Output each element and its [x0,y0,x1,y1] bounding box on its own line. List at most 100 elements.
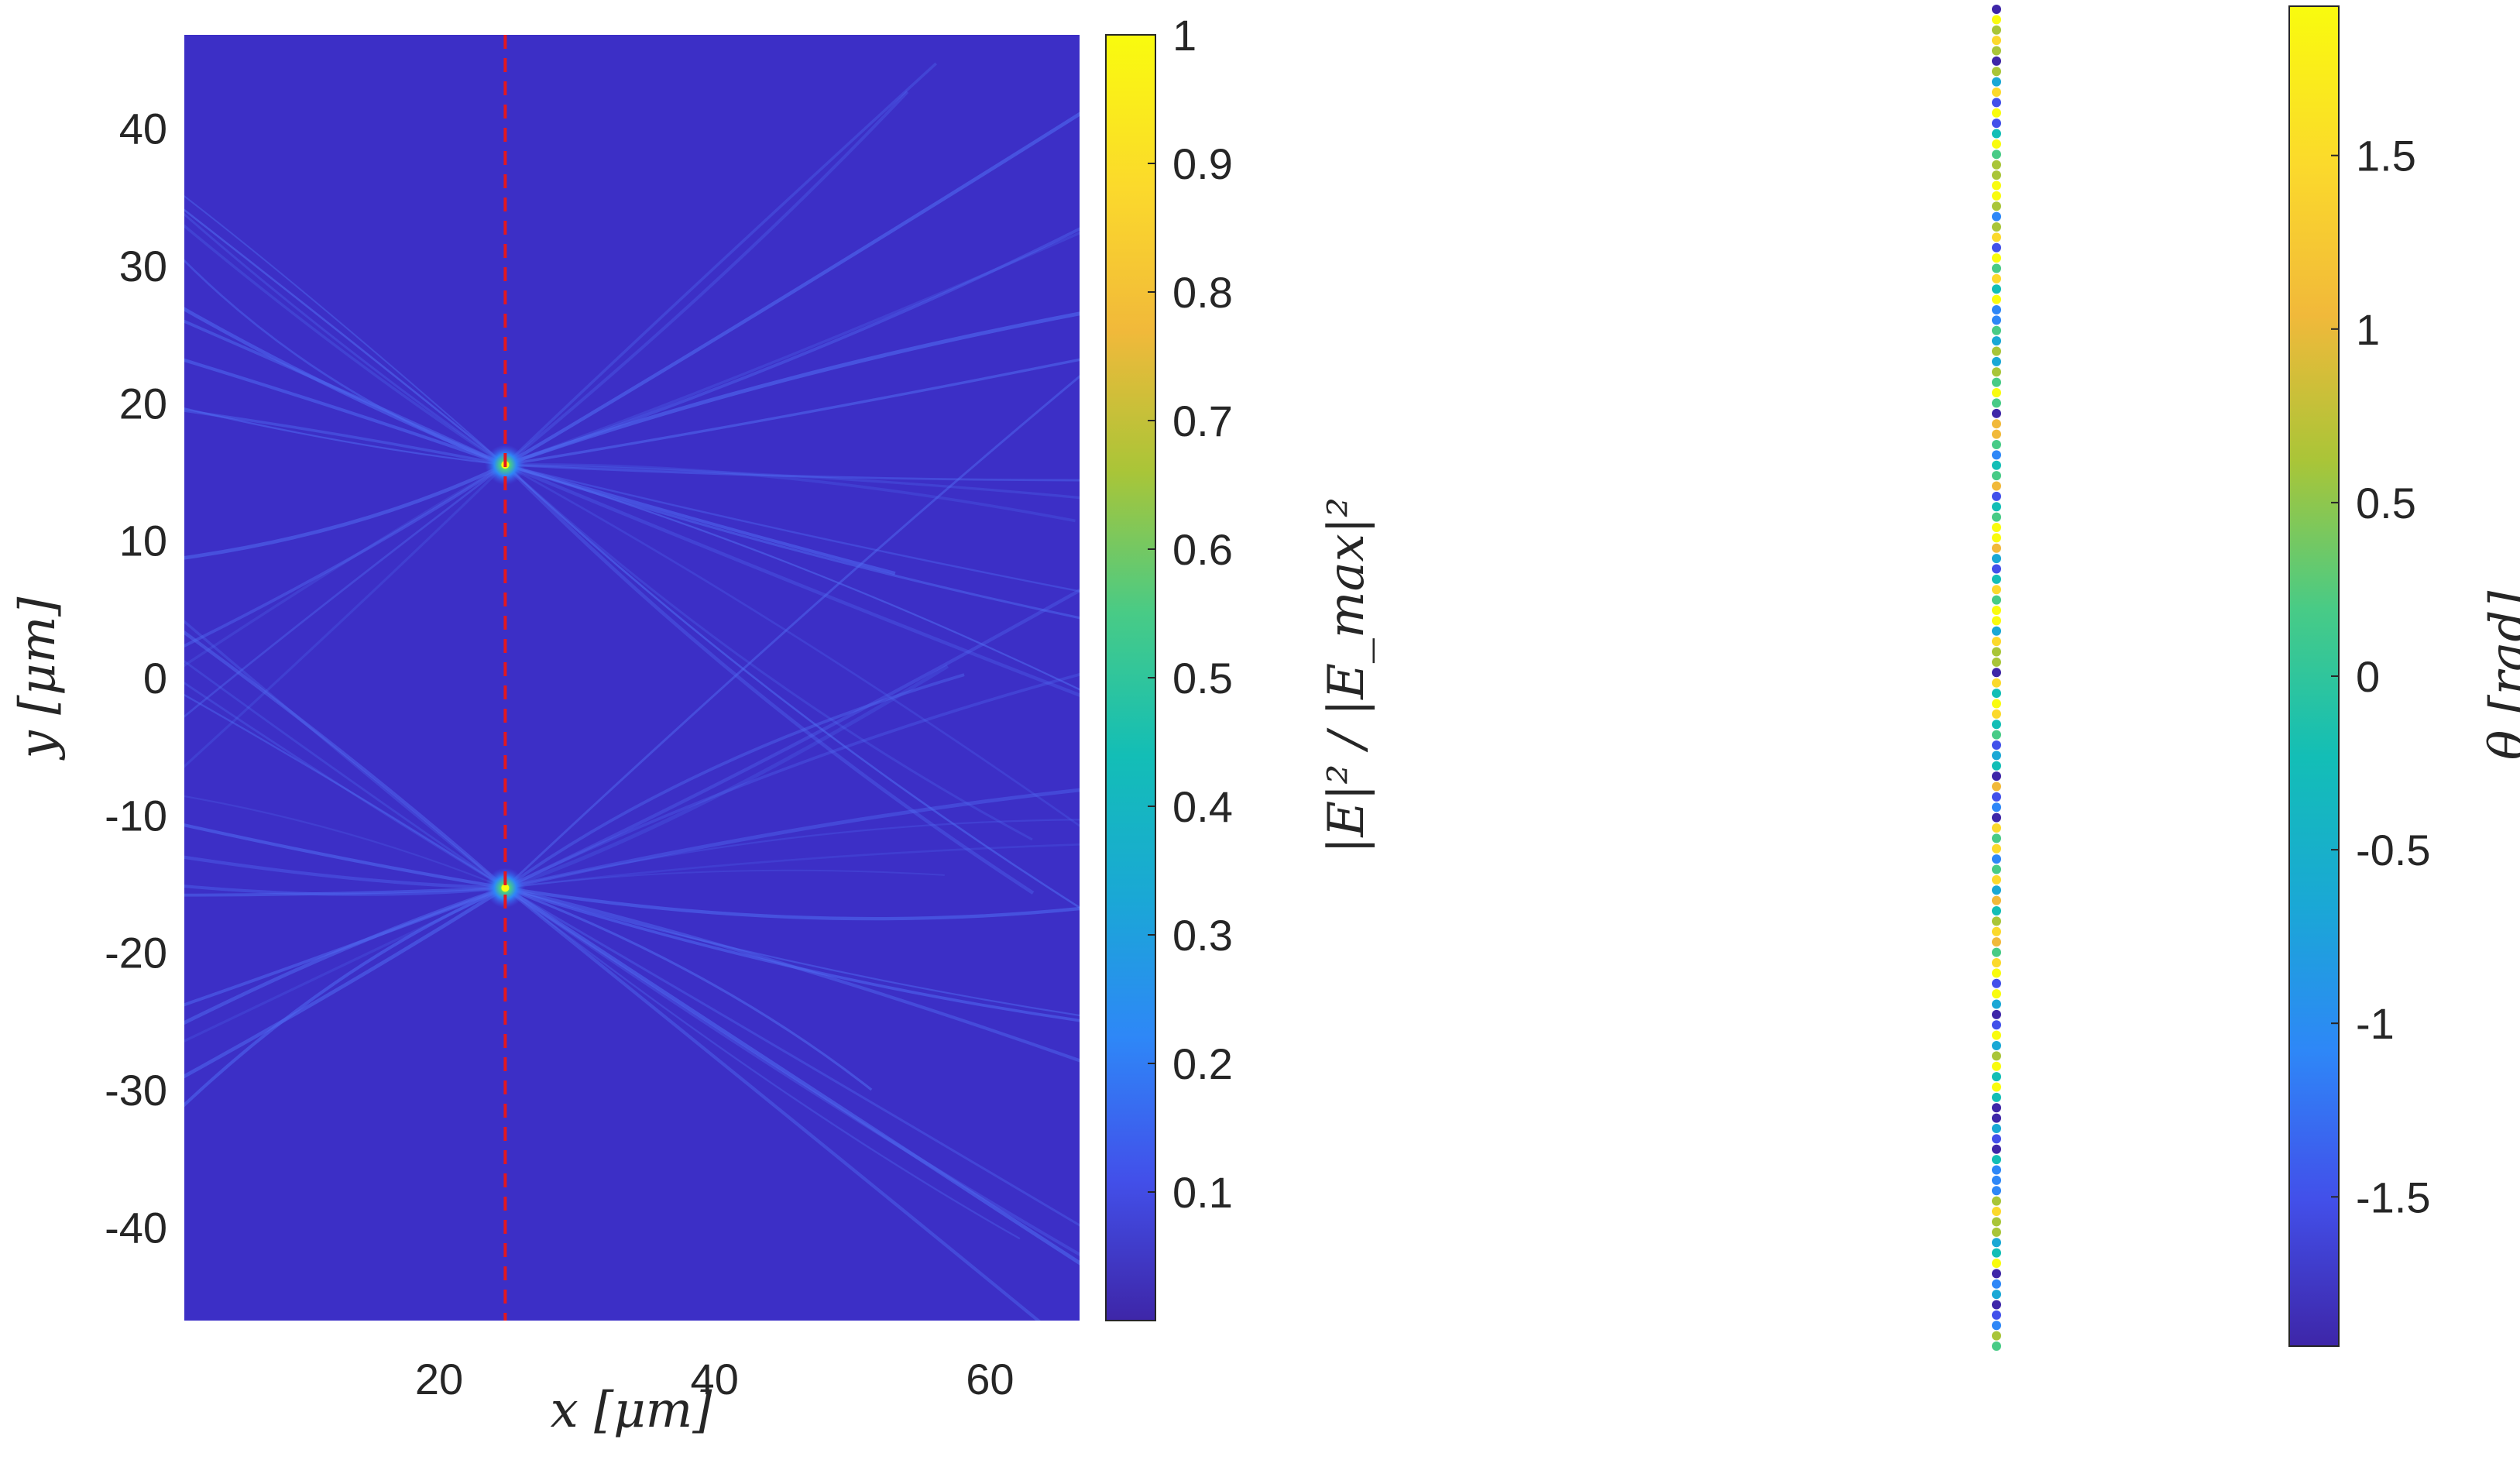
phase-point [1992,305,2001,315]
caustic-filament [504,887,1021,1240]
phase-colorbar-tick-label: 1.5 [2356,132,2416,180]
phase-point [1992,522,2001,532]
phase-point [1992,242,2001,252]
caustic-filament [504,886,1080,1266]
phase-point [1992,1341,2001,1351]
phase-point [1992,336,2001,346]
caustic-filament [504,231,1080,466]
phase-point [1992,947,2001,957]
caustic-filament [504,673,965,889]
phase-colorbar-gradient [2288,5,2340,1347]
intensity-colorbar-tick-label: 0.7 [1172,397,1233,445]
phase-colorbar-tick-label: 0 [2356,652,2380,701]
caustic-filament [184,194,506,465]
phase-point [1992,740,2001,750]
phase-point [1992,36,2001,46]
caustic-filament [504,375,1080,889]
phase-point [1992,5,2001,14]
phase-point [1992,1113,2001,1123]
y-tick-label: -10 [105,791,167,840]
caustic-filament [184,693,506,889]
phase-point [1992,1248,2001,1258]
caustic-filament [184,682,506,889]
phase-point [1992,325,2001,335]
phase-point [1992,595,2001,605]
phase-point [1992,1051,2001,1061]
caustic-filament [184,886,506,897]
y-tick-label: -40 [105,1203,167,1252]
intensity-colorbar-label-text: |E|² / |E_max|² [1318,497,1375,854]
x-axis-label: x [μm] [551,1382,713,1439]
phase-point [1992,56,2001,66]
caustic-filament [505,819,1080,889]
intensity-colorbar: 1 0.9 0.8 0.7 0.6 0.5 0.4 0.3 0.2 0.1 |E|² / |E_m… [1105,11,1375,1321]
caustic-filament [184,795,506,889]
phase-point [1992,1092,2001,1102]
phase-point [1992,574,2001,584]
focal-spot [501,884,510,892]
x-tick-label: 20 [415,1355,463,1403]
caustic-filament [184,409,506,466]
phase-point [1992,782,2001,792]
phase-point [1992,1290,2001,1300]
caustic-filament [504,887,1080,1227]
heatmap-panel: 20 40 60 40 30 20 10 0 -10 -20 -30 -40 x [μm] y [μ… [9,35,1080,1439]
caustic-filament [504,463,1033,841]
phase-colorbar-label: θ [rad] [2480,590,2520,761]
phase-point [1992,284,2001,294]
phase-colorbar-tick-label: 1 [2356,305,2380,354]
y-tick-label: 0 [143,654,167,702]
intensity-colorbar-tick-label: 0.4 [1172,782,1233,831]
phase-point [1992,1072,2001,1082]
phase-point [1992,1321,2001,1331]
phase-point [1992,968,2001,978]
phase-point [1992,1207,2001,1217]
phase-point [1992,585,2001,595]
phase-colorbar-tick-label: -1.5 [2356,1173,2431,1221]
phase-point [1992,398,2001,408]
caustic-filament [184,358,506,467]
caustic-filament [504,464,1080,909]
phase-point [1992,263,2001,273]
phase-point [1992,543,2001,553]
phase-point [1992,1310,2001,1320]
caustic-filament [505,886,1080,921]
phase-point [1992,999,2001,1009]
phase-point [1992,989,2001,999]
phase-point [1992,564,2001,574]
caustic-filament [504,311,1080,467]
phase-point [1992,916,2001,926]
caustic-filament [505,358,1080,466]
phase-point [1992,833,2001,843]
phase-point [1992,129,2001,139]
caustic-filament [505,463,1080,593]
phase-point [1992,864,2001,874]
phase-point [1992,450,2001,460]
caustic-filament [184,886,506,1108]
caustic-filament [504,886,1080,1063]
phase-point [1992,1269,2001,1279]
caustic-filament [505,463,1080,482]
caustic-filament [184,319,506,466]
y-axis-label: y [μm] [9,596,67,761]
phase-point [1992,1217,2001,1227]
phase-point [1992,885,2001,895]
caustic-filament [504,886,1080,1257]
y-tick-label: -20 [105,929,167,977]
phase-point [1992,616,2001,626]
phase-point [1992,512,2001,522]
caustic-filament [184,463,506,668]
phase-point [1992,647,2001,657]
intensity-colorbar-tick-label: 0.8 [1172,268,1233,317]
phase-point [1992,439,2001,449]
phase-point [1992,149,2001,160]
intensity-colorbar-label: |E|² / |E_max|² [1318,497,1375,854]
phase-point [1992,874,2001,885]
phase-point [1992,1103,2001,1113]
phase-point [1992,699,2001,709]
phase-point [1992,978,2001,988]
caustic-filament [184,885,506,896]
phase-point [1992,273,2001,283]
phase-point [1992,533,2001,543]
heatmap-background [184,35,1080,1321]
